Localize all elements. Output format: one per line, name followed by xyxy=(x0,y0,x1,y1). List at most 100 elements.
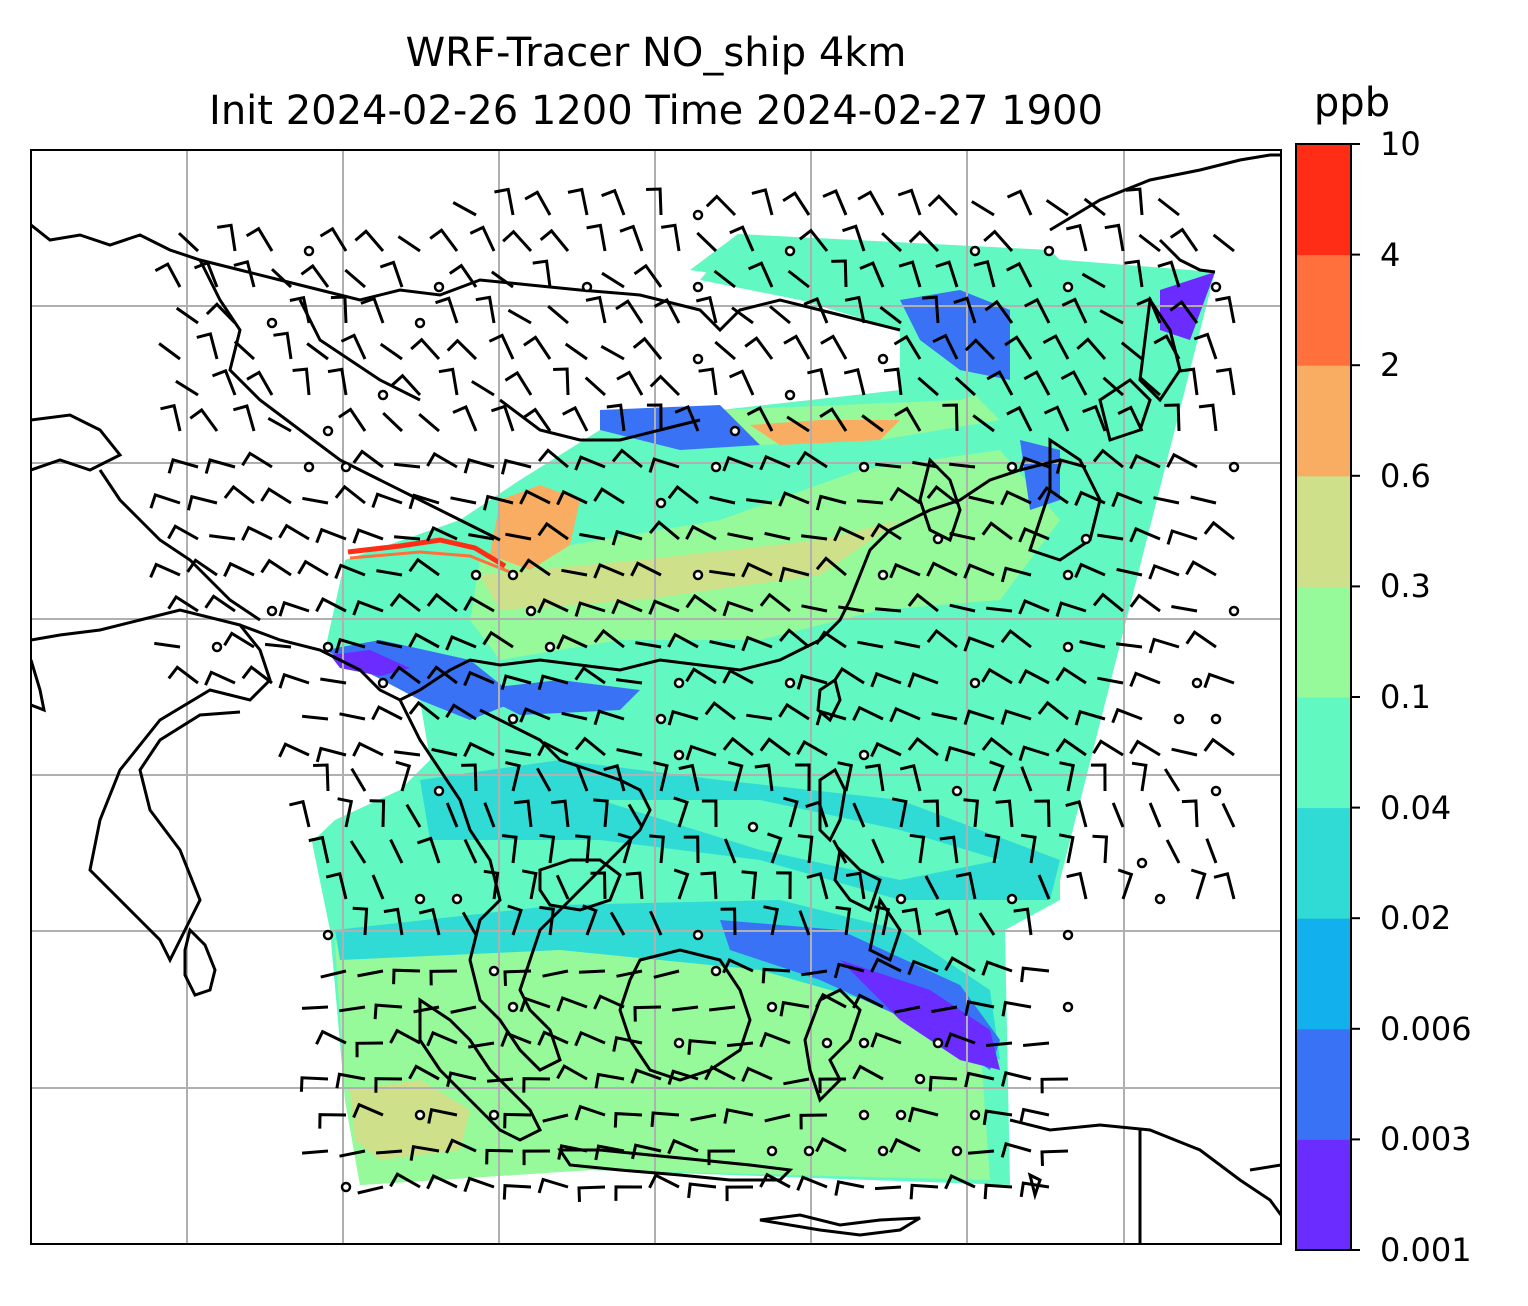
wind-barb xyxy=(537,598,569,614)
colorbar-segment xyxy=(1296,1028,1351,1140)
wind-barb xyxy=(167,457,199,474)
wind-barb xyxy=(574,1104,606,1121)
wind-barb xyxy=(557,1144,588,1160)
wind-barb xyxy=(1169,300,1199,324)
wind-barb xyxy=(1006,405,1033,432)
wind-barb xyxy=(389,1172,421,1189)
wind-barb xyxy=(376,569,403,577)
wind-barb xyxy=(1040,1149,1069,1166)
wind-barb xyxy=(722,958,754,974)
wind-barb xyxy=(418,907,441,936)
wind-barb-calm xyxy=(470,569,482,581)
wind-barb xyxy=(371,492,403,509)
wind-barb xyxy=(1001,1000,1032,1017)
wind-barb xyxy=(801,604,828,613)
wind-barb xyxy=(942,403,959,432)
wind-barb xyxy=(1000,628,1032,649)
wind-barb xyxy=(278,523,310,541)
wind-barb xyxy=(273,331,293,360)
wind-barb xyxy=(649,834,665,864)
wind-barb xyxy=(522,1149,551,1166)
wind-barb xyxy=(292,367,311,396)
wind-barb-calm xyxy=(877,353,889,365)
wind-barb xyxy=(759,1031,791,1048)
wind-barb xyxy=(1020,833,1037,864)
wind-barb xyxy=(709,495,736,505)
wind-barb-calm xyxy=(784,245,796,257)
wind-barb xyxy=(844,295,866,324)
wind-barb xyxy=(667,709,699,726)
colorbar-segment xyxy=(1296,254,1351,366)
field-sw-olive xyxy=(350,1080,470,1160)
wind-barb xyxy=(870,957,902,973)
wind-barb xyxy=(1006,261,1033,288)
wind-barb xyxy=(555,874,570,900)
wind-barb xyxy=(382,412,404,433)
wind-barb xyxy=(1074,709,1106,726)
wind-barb xyxy=(486,1077,514,1083)
wind-barb xyxy=(778,566,810,583)
chart-title-line2: Init 2024-02-26 1200 Time 2024-02-27 190… xyxy=(209,88,1103,134)
wind-barb xyxy=(630,1068,662,1084)
wind-barb xyxy=(630,561,662,577)
wind-barb xyxy=(482,630,514,649)
wind-barb xyxy=(967,1149,995,1155)
wind-barb xyxy=(754,763,774,792)
wind-barb xyxy=(856,499,884,505)
wind-barb xyxy=(815,630,847,649)
wind-barb xyxy=(723,1108,754,1124)
wind-barb xyxy=(564,342,588,361)
wind-barb xyxy=(1205,838,1218,864)
wind-barb xyxy=(833,962,865,979)
wind-barb xyxy=(416,836,441,864)
wind-barb xyxy=(815,494,847,511)
wind-barb xyxy=(344,268,366,289)
wind-barb-calm xyxy=(414,893,426,905)
wind-barb xyxy=(318,1113,347,1129)
wind-barb xyxy=(393,462,421,469)
wind-barb-calm xyxy=(932,533,944,545)
wind-barb xyxy=(646,403,663,432)
wind-barb xyxy=(1092,834,1109,864)
wind-barb xyxy=(871,838,885,864)
wind-barb xyxy=(949,603,976,613)
wind-barb-calm xyxy=(766,1001,778,1013)
wind-barb xyxy=(395,760,412,792)
wind-barb xyxy=(1000,709,1032,725)
wind-barb xyxy=(912,460,939,469)
wind-barb xyxy=(648,520,680,541)
wind-barb xyxy=(908,230,940,253)
wind-barb xyxy=(505,761,521,792)
wind-barb xyxy=(189,407,219,432)
wind-barb xyxy=(585,295,607,324)
wind-barb xyxy=(907,672,939,688)
wind-barb xyxy=(852,705,884,721)
wind-barb xyxy=(695,295,718,324)
wind-barb xyxy=(879,306,902,325)
wind-barb xyxy=(426,1030,458,1047)
wind-barb xyxy=(408,1064,440,1081)
wind-barb xyxy=(1185,560,1217,577)
wind-barb xyxy=(389,1028,421,1045)
wind-barb xyxy=(723,838,737,864)
wind-barb-calm xyxy=(784,389,796,401)
wind-barb xyxy=(216,223,237,252)
wind-barb xyxy=(1125,187,1144,216)
wind-barb-calm xyxy=(1043,245,1055,257)
wind-barb xyxy=(1019,1107,1050,1124)
field-north-orange xyxy=(750,420,900,445)
wind-barb xyxy=(501,834,518,864)
wind-barb xyxy=(289,295,311,324)
wind-barb xyxy=(149,493,181,509)
wind-barb xyxy=(519,558,551,577)
wind-barb-calm xyxy=(747,821,759,833)
wind-barb xyxy=(209,534,236,541)
wind-barb xyxy=(1040,1077,1069,1094)
wind-barb-calm xyxy=(1006,893,1018,905)
wind-barb xyxy=(685,593,717,613)
wind-barb xyxy=(463,1176,495,1193)
wind-barb-calm xyxy=(655,497,667,509)
wind-barb xyxy=(1157,260,1181,288)
wind-barb xyxy=(1092,592,1124,613)
